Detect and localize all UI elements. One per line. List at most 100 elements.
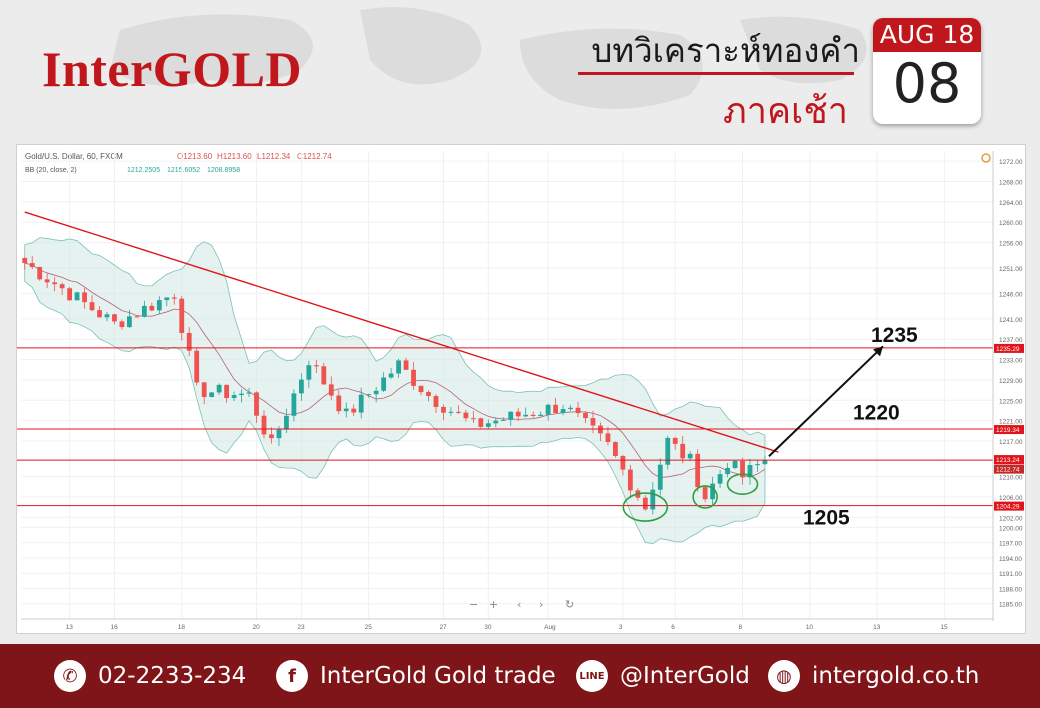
y-tick-label: 1260.00 <box>999 220 1023 227</box>
level-annotation: 1220 <box>853 402 900 425</box>
intergold-logo: InterGOLD <box>42 41 303 97</box>
world-map-background <box>110 7 867 109</box>
level-annotation: 1235 <box>871 324 918 347</box>
candle-body <box>306 365 312 380</box>
annotation-layer: 1235 1220 1205 <box>24 211 918 529</box>
page-subtitle: ภาคเช้า <box>723 91 848 132</box>
chart-toolbar: − + ‹ › ↻ <box>469 598 574 611</box>
candle-body <box>209 392 215 397</box>
x-tick-label: 25 <box>365 624 373 631</box>
candle-body <box>665 437 671 465</box>
price-tag <box>994 464 1024 474</box>
candle-body <box>201 382 207 397</box>
candle-body <box>627 469 633 491</box>
y-tick-label: 1191.00 <box>999 571 1022 578</box>
reset-chart-button[interactable]: ↻ <box>565 598 574 611</box>
candle-body <box>284 415 289 430</box>
x-tick-label: 8 <box>739 624 743 631</box>
zoom-out-button[interactable]: − <box>469 598 478 611</box>
candle-body <box>710 483 716 500</box>
candle-body <box>702 487 708 500</box>
candle-body <box>560 409 566 414</box>
x-tick-label: 30 <box>484 624 492 631</box>
target-arrow <box>768 345 884 457</box>
y-tick-label: 1268.00 <box>999 180 1023 187</box>
website-url: intergold.co.th <box>812 663 980 689</box>
candle-body <box>545 404 551 415</box>
globe-icon: ◍ <box>768 660 800 692</box>
candle-body <box>657 464 663 490</box>
footer-website[interactable]: ◍ intergold.co.th <box>768 644 979 708</box>
candle-body <box>515 411 521 417</box>
candle-body <box>441 406 446 413</box>
scroll-right-button[interactable]: › <box>539 598 543 611</box>
y-tick-label: 1229.00 <box>999 378 1023 385</box>
candle-body <box>22 257 28 264</box>
bollinger-band <box>24 237 766 544</box>
price-tag <box>994 501 1024 511</box>
candle-body <box>695 453 701 488</box>
candle-body <box>343 408 349 412</box>
calendar-month: AUG 18 <box>873 18 981 52</box>
candle-body <box>485 423 491 427</box>
candle-body <box>500 419 506 421</box>
phone-number: 02-2233-234 <box>98 663 247 689</box>
level-annotation: 1205 <box>803 506 850 529</box>
candle-body <box>239 393 244 396</box>
candle-body <box>89 302 95 311</box>
candle-body <box>321 366 327 385</box>
zoom-in-button[interactable]: + <box>489 598 498 611</box>
bb-value-mid: 1212.2505 <box>127 167 160 174</box>
candle-body <box>59 284 65 289</box>
facebook-name: InterGold Gold trade <box>320 663 556 689</box>
chart-panel[interactable]: Gold/U.S. Dollar, 60, FXCM O1213.60 H121… <box>16 144 1026 634</box>
candle-body <box>186 332 192 351</box>
candle-body <box>590 418 596 426</box>
footer-phone[interactable]: ✆ 02-2233-234 <box>54 644 246 708</box>
candle-body <box>620 455 626 470</box>
candle-body <box>613 442 618 456</box>
footer-facebook[interactable]: f InterGold Gold trade <box>276 644 556 708</box>
candle-body <box>456 411 461 413</box>
candle-body <box>411 369 416 386</box>
candle-body <box>119 321 125 328</box>
ohlc-high: H1213.60 <box>217 152 252 161</box>
candle-body <box>388 373 394 378</box>
target-arrow-head <box>873 346 883 357</box>
candle-body <box>156 300 162 311</box>
x-tick-label: 20 <box>253 624 261 631</box>
x-tick-label: 13 <box>873 624 881 631</box>
y-tick-label: 1233.00 <box>999 358 1023 365</box>
price-tag <box>994 425 1024 435</box>
candle-body <box>396 360 401 374</box>
candle-body <box>508 411 514 420</box>
candle-body <box>246 392 252 394</box>
symbol-label: Gold/U.S. Dollar, 60, FXCM <box>25 152 123 161</box>
candle-body <box>448 411 454 413</box>
candle-body <box>433 395 439 407</box>
price-chart[interactable]: Gold/U.S. Dollar, 60, FXCM O1213.60 H121… <box>17 145 1025 633</box>
footer-line[interactable]: LINE @InterGold <box>576 644 750 708</box>
x-tick-label: 3 <box>619 624 623 631</box>
y-tick-label: 1206.00 <box>999 495 1023 502</box>
levels-layer: 1235.29 1219.34 1213.24 1212.74 1204.29 <box>17 343 1024 511</box>
candle-body <box>112 314 117 322</box>
trendline <box>24 211 779 453</box>
y-tick-label: 1185.00 <box>999 602 1022 609</box>
candle-body <box>568 407 573 410</box>
price-tag-label: 1204.29 <box>996 504 1020 511</box>
line-icon: LINE <box>576 660 608 692</box>
candle-body <box>224 384 230 399</box>
x-tick-label: 23 <box>297 624 305 631</box>
y-tick-label: 1237.00 <box>999 337 1023 344</box>
phone-icon: ✆ <box>54 660 86 692</box>
candle-body <box>261 415 267 435</box>
x-tick-label: 27 <box>439 624 447 631</box>
candle-body <box>463 412 469 419</box>
scroll-left-button[interactable]: ‹ <box>517 598 521 611</box>
y-tick-label: 1221.00 <box>999 419 1023 426</box>
candle-body <box>381 377 387 391</box>
candle-body <box>680 443 686 459</box>
y-tick-label: 1217.00 <box>999 439 1023 446</box>
price-tag <box>994 455 1024 465</box>
